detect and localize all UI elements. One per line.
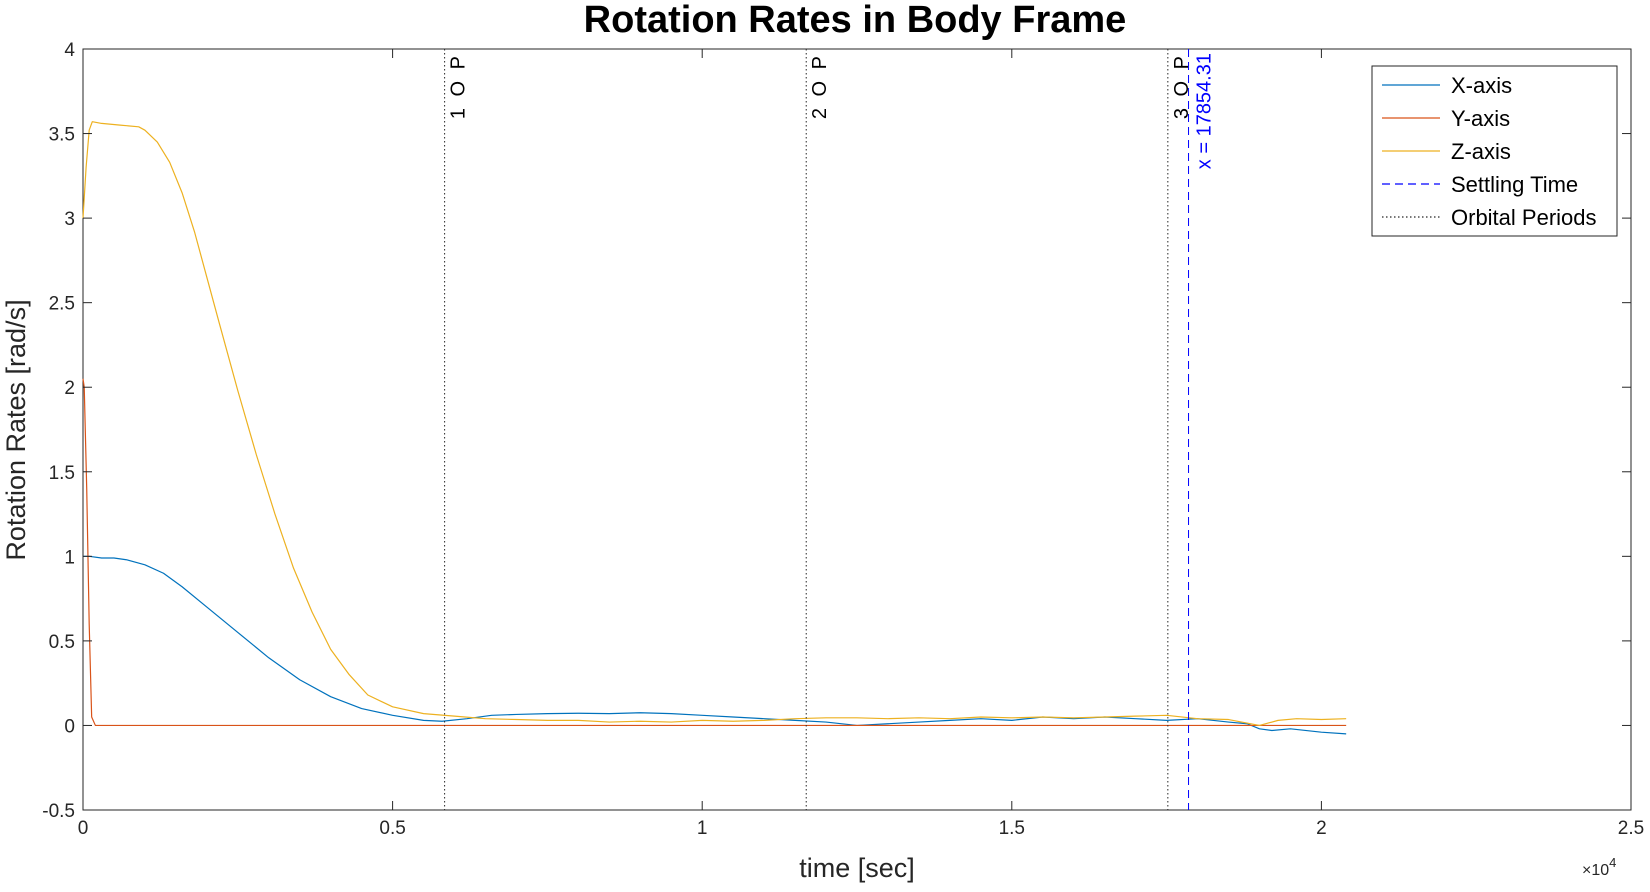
x-tick-label: 2 xyxy=(1316,818,1327,839)
x-tick-label: 0 xyxy=(78,818,89,839)
y-tick-label: 0 xyxy=(64,716,75,737)
legend-entry-label: Z-axis xyxy=(1451,139,1511,164)
y-tick-label: 0.5 xyxy=(49,632,75,653)
legend-entry-label: Settling Time xyxy=(1451,172,1578,197)
y-tick-label: 1.5 xyxy=(49,463,75,484)
settling-time-label: x = 17854.31 xyxy=(1194,53,1216,169)
legend-entry-label: Orbital Periods xyxy=(1451,205,1597,230)
series-line-x-axis xyxy=(83,555,1347,735)
series-line-z-axis xyxy=(82,121,1347,727)
orbital-period-label-3: 3 O P xyxy=(1171,53,1193,119)
chart-title: Rotation Rates in Body Frame xyxy=(584,0,1127,41)
legend-items: X-axis Y-axis Z-axis Settling Time Orbital P… xyxy=(1382,73,1597,230)
orbital-period-label-2: 2 O P xyxy=(809,53,831,119)
x-axis-exponent-power: 4 xyxy=(1609,855,1616,870)
y-tick-label: 2 xyxy=(64,378,75,399)
y-tick-label: 2.5 xyxy=(49,294,75,315)
y-tick-label: 4 xyxy=(64,40,75,61)
x-axis-exponent: ×104 xyxy=(1582,855,1616,879)
axis-ticks-layer: 0 0.5 1 1.5 2 2.5-0.500.511.522.533.54 xyxy=(42,40,1644,839)
orbital-period-label-1: 1 O P xyxy=(448,53,470,119)
y-tick-label: 3 xyxy=(64,209,75,230)
y-tick-label: -0.5 xyxy=(42,801,75,822)
legend-entry-label: X-axis xyxy=(1451,73,1512,98)
y-tick-label: 3.5 xyxy=(49,125,75,146)
x-axis-label: time [sec] xyxy=(799,853,915,883)
x-tick-label: 1.5 xyxy=(999,818,1025,839)
x-tick-label: 2.5 xyxy=(1618,818,1644,839)
legend: X-axis Y-axis Z-axis Settling Time Orbital P… xyxy=(1371,65,1618,237)
y-tick-label: 1 xyxy=(64,547,75,568)
x-tick-label: 1 xyxy=(697,818,708,839)
x-tick-label: 0.5 xyxy=(379,818,405,839)
y-axis-label: Rotation Rates [rad/s] xyxy=(1,299,31,560)
x-axis-exponent-base: ×10 xyxy=(1582,862,1609,879)
legend-entry-label: Y-axis xyxy=(1451,106,1510,131)
